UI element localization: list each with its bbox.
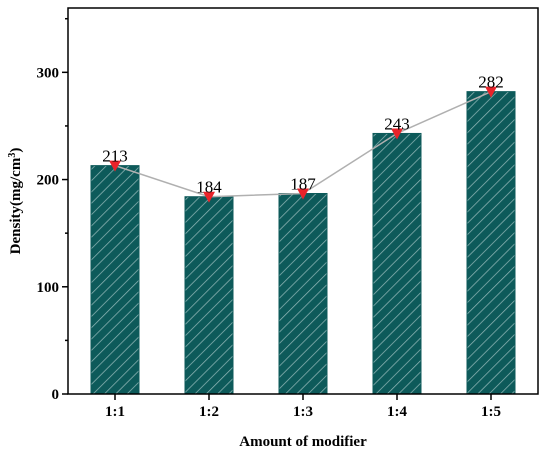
bar-1:2	[184, 196, 234, 395]
bar-1:4	[372, 132, 422, 395]
x-axis-ticks: 1:1 1:2 1:3 1:4 1:5	[105, 394, 501, 420]
data-label-1:3: 187	[290, 174, 316, 193]
y-axis-title-superscript: 3	[7, 153, 18, 158]
marker-1:3	[297, 188, 309, 200]
bar-1:3	[278, 192, 328, 395]
markers-group	[109, 86, 497, 203]
x-tick-label: 1:2	[199, 404, 219, 420]
bars-group	[90, 91, 516, 395]
marker-1:2	[203, 191, 215, 203]
bar-1:5	[466, 91, 516, 395]
data-labels-group: 213 184 187 243 282	[102, 73, 504, 197]
y-tick-label: 0	[52, 387, 60, 403]
y-tick-label: 300	[37, 65, 60, 81]
marker-1:5	[485, 86, 497, 98]
x-tick-label: 1:1	[105, 404, 125, 420]
x-tick-label: 1:3	[293, 404, 313, 420]
x-tick-label: 1:5	[481, 404, 501, 420]
y-tick-label: 100	[37, 280, 60, 296]
bar-1:1	[90, 165, 140, 395]
marker-1:1	[109, 160, 121, 172]
y-tick-label: 200	[37, 173, 60, 189]
x-axis-title: Amount of modifier	[239, 434, 367, 450]
data-label-1:1: 213	[102, 147, 128, 166]
marker-1:4	[391, 128, 403, 140]
y-axis-title: Density(mg/cm3)	[7, 148, 25, 255]
y-axis-ticks: 0 100 200 300	[37, 17, 68, 403]
data-label-1:2: 184	[196, 178, 222, 197]
data-label-1:4: 243	[384, 114, 410, 133]
data-label-1:5: 282	[478, 73, 504, 92]
x-tick-label: 1:4	[387, 404, 407, 420]
